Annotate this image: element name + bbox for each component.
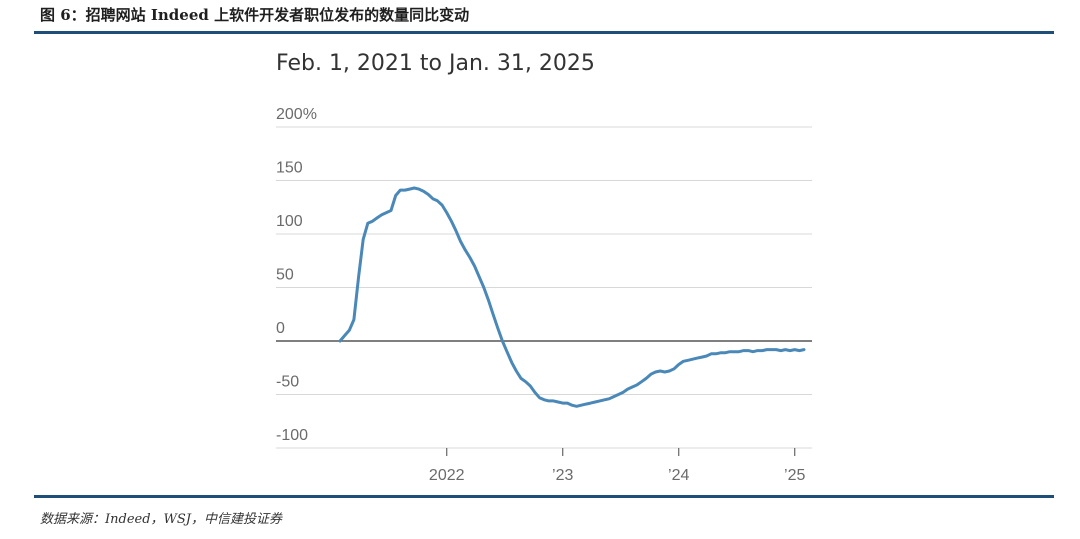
y-tick-label: -50: [276, 374, 299, 391]
x-tick-label: ’25: [784, 467, 805, 484]
chart-subtitle: Feb. 1, 2021 to Jan. 31, 2025: [276, 51, 595, 76]
x-tick-label: ’23: [552, 467, 573, 484]
y-tick-label: 100: [276, 213, 303, 230]
source-note: 数据来源：Indeed，WSJ，中信建投证券: [40, 512, 283, 527]
bottom-rule: [34, 495, 1054, 498]
y-tick-label: -100: [276, 427, 308, 444]
x-tick-label: ’24: [668, 467, 689, 484]
series-line: [338, 186, 806, 408]
x-axis-ticks: 2022 ’23 ’24 ’25: [429, 448, 805, 484]
x-tick-label: 2022: [429, 467, 465, 484]
figure-title: 图 6：招聘网站 Indeed 上软件开发者职位发布的数量同比变动: [40, 6, 470, 24]
y-tick-label: 50: [276, 267, 294, 284]
y-axis-ticks: 200% 150 100 50 0 -50 -100: [276, 106, 317, 444]
series-layer: [338, 186, 806, 408]
y-tick-label: 0: [276, 320, 285, 337]
top-rule: [34, 31, 1054, 34]
y-tick-label: 200%: [276, 106, 317, 123]
y-tick-label: 150: [276, 160, 303, 177]
